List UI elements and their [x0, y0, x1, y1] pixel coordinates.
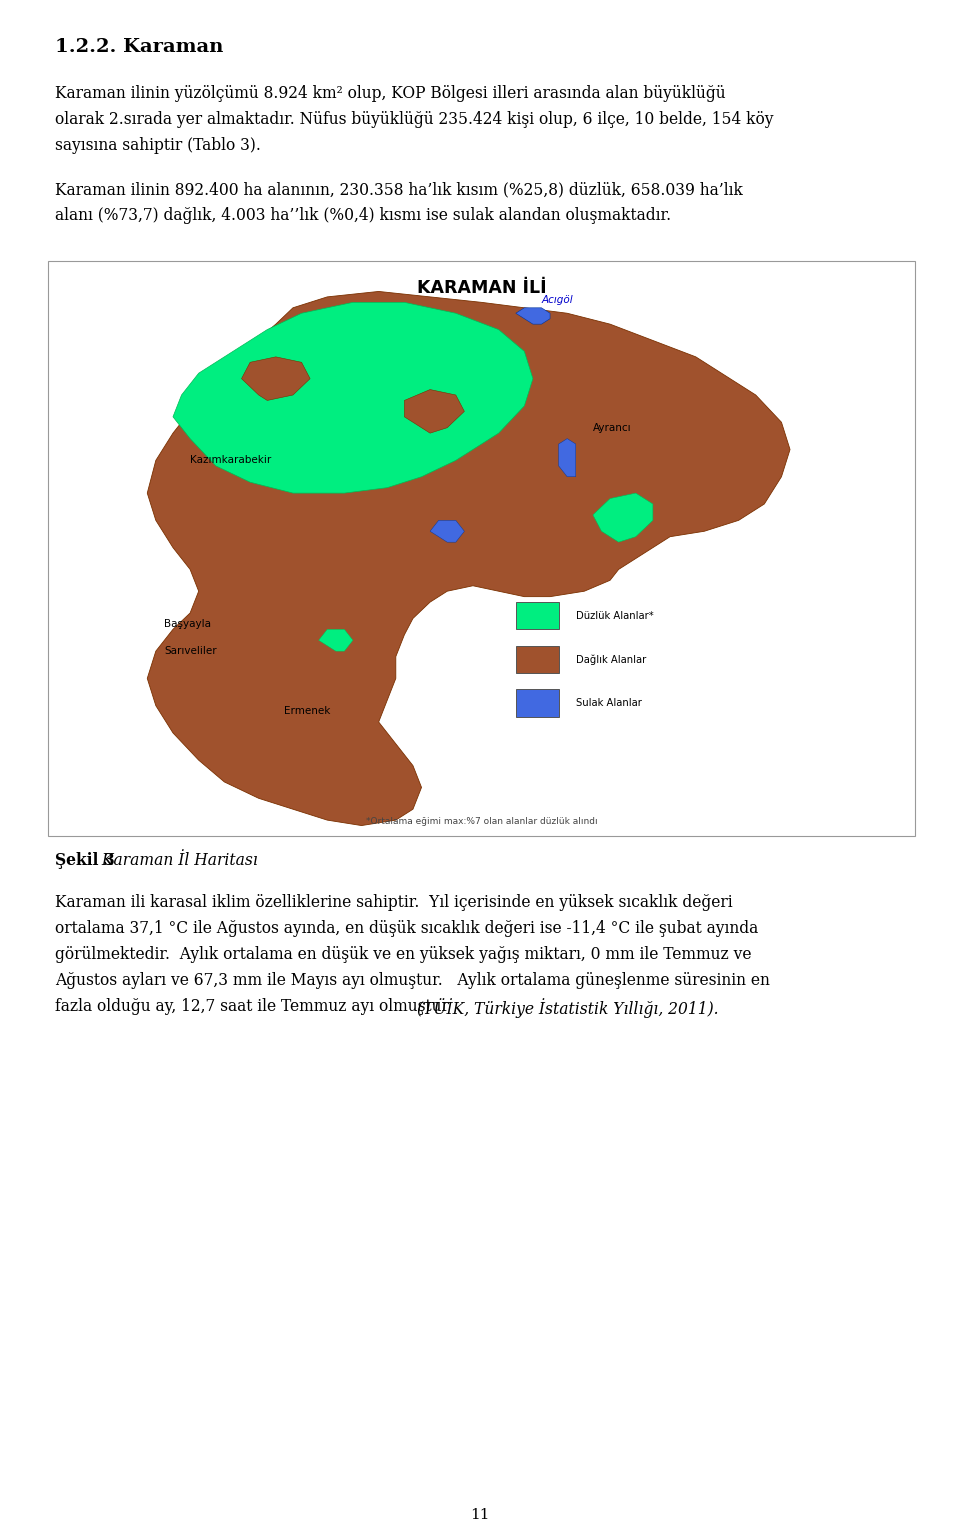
Text: sayısına sahiptir (Tablo 3).: sayısına sahiptir (Tablo 3).	[55, 137, 261, 154]
Polygon shape	[430, 520, 465, 542]
Text: 11: 11	[470, 1508, 490, 1522]
Text: Karaman ilinin 892.400 ha alanının, 230.358 ha’lık kısım (%25,8) düzlük, 658.039: Karaman ilinin 892.400 ha alanının, 230.…	[55, 182, 743, 199]
Text: ortalama 37,1 °C ile Ağustos ayında, en düşük sıcaklık değeri ise -11,4 °C ile ş: ortalama 37,1 °C ile Ağustos ayında, en …	[55, 920, 758, 937]
Text: KARAMAN İLİ: KARAMAN İLİ	[417, 279, 546, 297]
Bar	[516, 602, 559, 629]
Bar	[516, 689, 559, 717]
Text: Sarıveliler: Sarıveliler	[164, 646, 217, 656]
Text: görülmektedir.  Aylık ortalama en düşük ve en yüksek yağış miktarı, 0 mm ile Tem: görülmektedir. Aylık ortalama en düşük v…	[55, 946, 752, 963]
Text: *Ortalama eğimi max:%7 olan alanlar düzlük alındı: *Ortalama eğimi max:%7 olan alanlar düzl…	[366, 817, 597, 825]
Text: alanı (%73,7) dağlık, 4.003 ha’’lık (%0,4) kısmı ise sulak alandan oluşmaktadır.: alanı (%73,7) dağlık, 4.003 ha’’lık (%0,…	[55, 208, 671, 225]
Text: Başyayla: Başyayla	[164, 619, 211, 629]
Text: Acıgöl: Acıgöl	[541, 295, 573, 305]
Text: 1.2.2. Karaman: 1.2.2. Karaman	[55, 38, 224, 55]
Bar	[516, 646, 559, 673]
Polygon shape	[147, 291, 790, 825]
Polygon shape	[404, 389, 465, 432]
Text: fazla olduğu ay, 12,7 saat ile Temmuz ayı olmuştur: fazla olduğu ay, 12,7 saat ile Temmuz ay…	[55, 997, 454, 1016]
Text: Düzlük Alanlar*: Düzlük Alanlar*	[576, 611, 654, 620]
Polygon shape	[516, 308, 550, 325]
Text: Ermenek: Ermenek	[284, 706, 331, 716]
Text: Karaman ilinin yüzölçümü 8.924 km² olup, KOP Bölgesi illeri arasında alan büyükl: Karaman ilinin yüzölçümü 8.924 km² olup,…	[55, 85, 726, 102]
Text: Şekil 3: Şekil 3	[55, 853, 115, 870]
Text: (TÜİK, Türkiye İstatistik Yıllığı, 2011).: (TÜİK, Türkiye İstatistik Yıllığı, 2011)…	[417, 997, 718, 1017]
Text: Ağustos ayları ve 67,3 mm ile Mayıs ayı olmuştur.   Aylık ortalama güneşlenme sü: Ağustos ayları ve 67,3 mm ile Mayıs ayı …	[55, 973, 770, 990]
Text: Karaman ili karasal iklim özelliklerine sahiptir.  Yıl içerisinde en yüksek sıca: Karaman ili karasal iklim özelliklerine …	[55, 894, 732, 911]
Text: Karaman İl Haritası: Karaman İl Haritası	[97, 853, 258, 870]
Text: Dağlık Alanlar: Dağlık Alanlar	[576, 654, 646, 665]
Polygon shape	[319, 629, 353, 651]
Polygon shape	[173, 302, 533, 492]
Polygon shape	[242, 357, 310, 400]
Text: Sulak Alanlar: Sulak Alanlar	[576, 697, 641, 708]
Text: Kazımkarabekir: Kazımkarabekir	[190, 456, 272, 465]
Polygon shape	[593, 492, 653, 542]
Text: olarak 2.sırada yer almaktadır. Nüfus büyüklüğü 235.424 kişi olup, 6 ilçe, 10 be: olarak 2.sırada yer almaktadır. Nüfus bü…	[55, 111, 774, 128]
Polygon shape	[559, 439, 576, 477]
Text: Ayrancı: Ayrancı	[593, 423, 632, 432]
